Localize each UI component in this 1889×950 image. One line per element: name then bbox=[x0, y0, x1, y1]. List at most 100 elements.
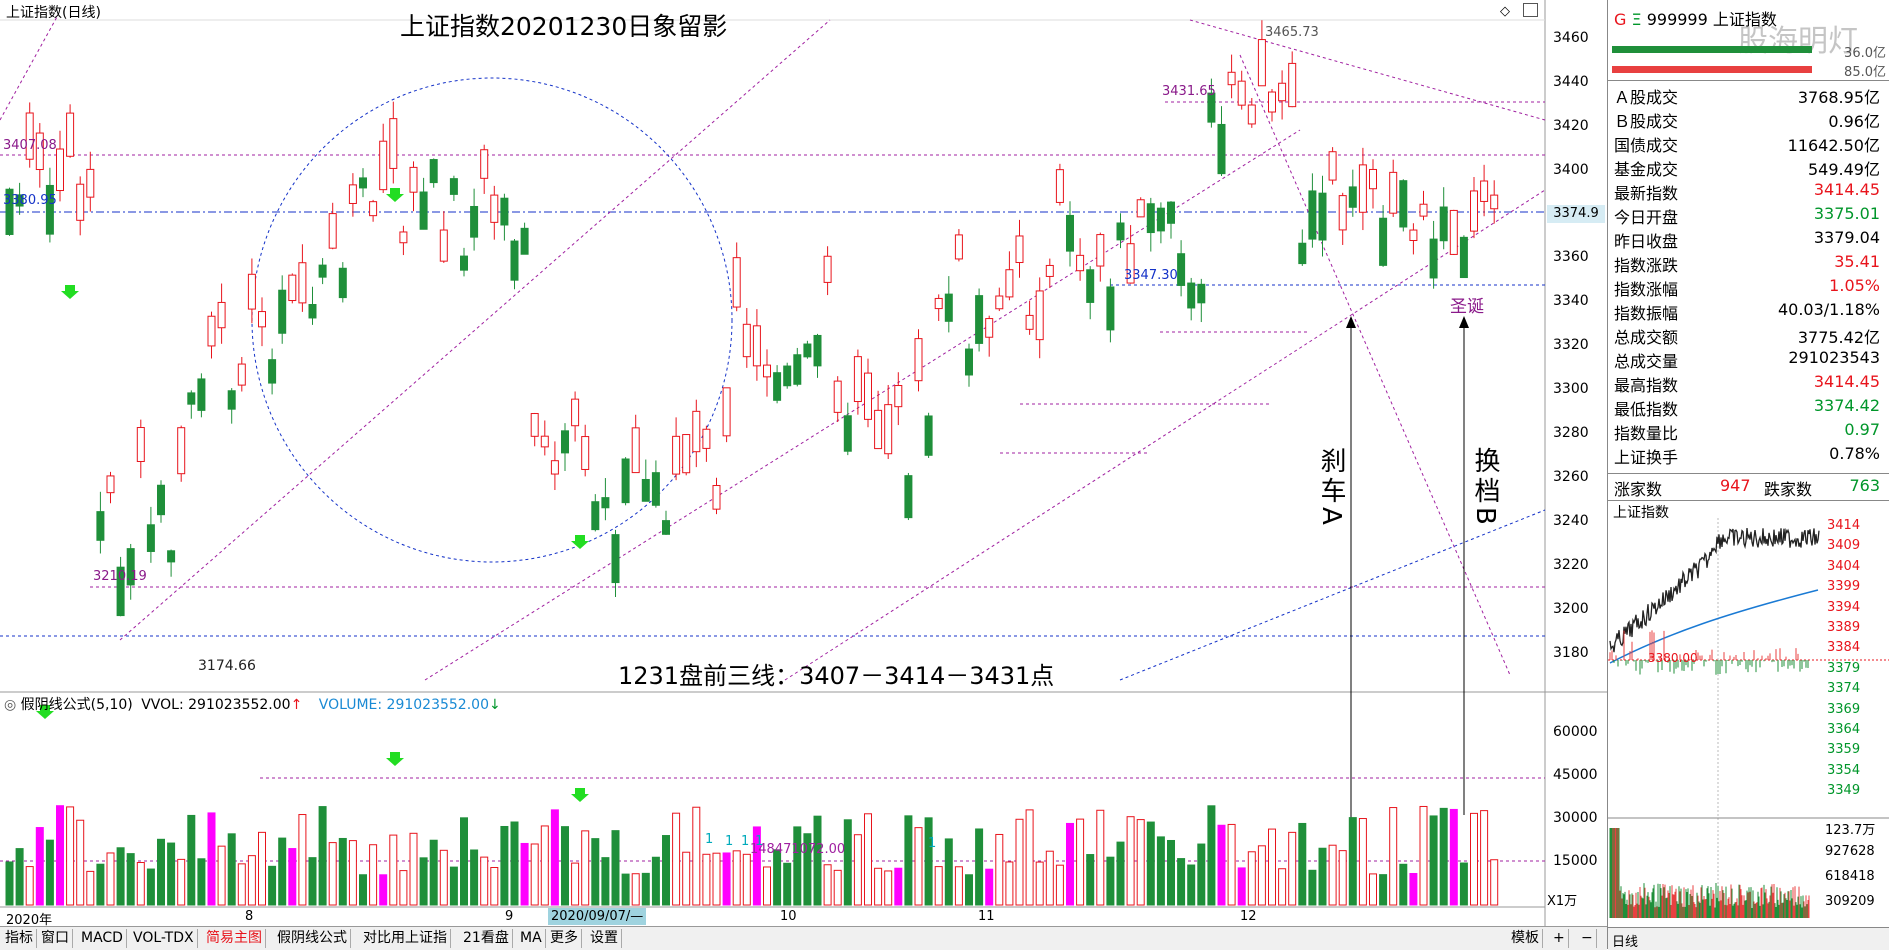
mini-vol-tick: 618418 bbox=[1825, 869, 1875, 884]
window-icon[interactable] bbox=[1523, 3, 1538, 17]
candle-body bbox=[419, 191, 428, 230]
volume-bar bbox=[288, 848, 297, 906]
candle-body bbox=[328, 213, 337, 249]
quote-row-label: 总成交量 bbox=[1614, 352, 1679, 371]
mini-price-tick: 3374 bbox=[1827, 681, 1861, 697]
tab-ma[interactable]: MA bbox=[517, 929, 546, 948]
bottom-note: 1231盘前三线：3407－3414－3431点 bbox=[618, 662, 1055, 690]
intraday-chart[interactable] bbox=[1608, 518, 1889, 938]
tab-window[interactable]: 窗口 bbox=[38, 929, 73, 948]
volume-bar bbox=[1459, 862, 1468, 906]
volume-bar bbox=[944, 838, 953, 906]
candle-body bbox=[389, 118, 398, 169]
candle-body bbox=[1005, 269, 1014, 298]
volume-bar bbox=[490, 867, 499, 906]
mini-price-tick: 3389 bbox=[1827, 620, 1861, 635]
volume-bar bbox=[874, 867, 883, 906]
candle-body bbox=[702, 428, 711, 449]
candle-body bbox=[1237, 80, 1246, 106]
mini-price-tick: 3399 bbox=[1827, 579, 1861, 595]
tab-vol-tdx[interactable]: VOL-TDX bbox=[130, 929, 198, 948]
volume-bar bbox=[853, 834, 862, 906]
candle-body bbox=[1298, 242, 1307, 265]
volume-bar bbox=[1055, 864, 1064, 906]
candle-body bbox=[5, 188, 14, 235]
volume-bar bbox=[167, 842, 176, 906]
candle-body bbox=[954, 234, 963, 260]
volume-bar bbox=[1156, 836, 1165, 906]
tab-simple-main[interactable]: 简易主图 bbox=[203, 929, 266, 948]
mini-price-tick: 3384 bbox=[1827, 640, 1861, 656]
tab-compare-sh[interactable]: 对比用上证指 bbox=[360, 929, 451, 948]
candle-body bbox=[1227, 71, 1236, 86]
mini-vol-tick: 123.7万 bbox=[1825, 823, 1876, 838]
volume-bar bbox=[308, 857, 317, 906]
volume-bar bbox=[914, 827, 923, 906]
volume-bar bbox=[177, 858, 186, 906]
tab-macd[interactable]: MACD bbox=[78, 929, 127, 948]
candle-body bbox=[1045, 264, 1054, 277]
candle-body bbox=[177, 427, 186, 475]
candle-body bbox=[439, 229, 448, 262]
quote-row-label: 指数涨跌 bbox=[1614, 256, 1679, 275]
mini-ref-label: 3380.00 bbox=[1648, 651, 1698, 665]
quote-row-label: 国债成交 bbox=[1614, 136, 1679, 155]
volume-bar bbox=[399, 870, 408, 906]
volume-bar bbox=[207, 812, 216, 906]
tab-more[interactable]: 更多 bbox=[547, 929, 582, 948]
template-button[interactable]: 模板 bbox=[1508, 929, 1543, 948]
diamond-icon[interactable]: ◇ bbox=[1500, 4, 1510, 19]
period-label[interactable]: 日线 bbox=[1612, 935, 1639, 950]
quote-row-label: 总成交额 bbox=[1614, 328, 1679, 347]
zoom-in-icon[interactable]: + bbox=[1550, 929, 1569, 948]
quote-row-value: 3414.45 bbox=[1813, 372, 1880, 391]
volume-bar bbox=[1136, 819, 1145, 906]
christmas-label: 圣诞 bbox=[1450, 297, 1484, 317]
trend-line bbox=[1239, 54, 1511, 676]
volume-bar bbox=[1257, 845, 1266, 906]
settings-gear-icon[interactable]: ◎ bbox=[4, 697, 17, 713]
watermark: 股海明灯 bbox=[1738, 24, 1858, 59]
quote-row-label: Ａ股成交 bbox=[1614, 88, 1679, 107]
candle-body bbox=[298, 262, 307, 304]
candle-body bbox=[1338, 195, 1347, 231]
quote-header: G Ξ 999999 上证指数 bbox=[1614, 6, 1777, 30]
vol-tick-60000: 60000 bbox=[1553, 724, 1598, 740]
vol-tick-45000: 45000 bbox=[1553, 767, 1598, 783]
candle-body bbox=[1136, 199, 1145, 218]
tab-settings[interactable]: 设置 bbox=[587, 929, 622, 948]
candle-body bbox=[1409, 229, 1418, 242]
candle-body bbox=[35, 132, 44, 171]
tab-indicator[interactable]: 指标 bbox=[2, 929, 37, 948]
volume-bar bbox=[631, 873, 640, 906]
arrow-head-a bbox=[1346, 316, 1356, 328]
tab-21-watch[interactable]: 21看盘 bbox=[460, 929, 513, 948]
volume-bar bbox=[25, 866, 34, 906]
quote-row: 总成交量 291023543 bbox=[1614, 346, 1886, 371]
volume-bar bbox=[1227, 823, 1236, 906]
decline-value: 763 bbox=[1849, 476, 1880, 495]
down-arrow-icon bbox=[61, 285, 79, 299]
small-value-2: 85.0亿 bbox=[1844, 65, 1886, 80]
quote-row-value: 0.78% bbox=[1829, 444, 1880, 463]
volume-bar bbox=[1167, 839, 1175, 906]
candle-body bbox=[308, 304, 317, 319]
level-3210-label: 3210.19 bbox=[93, 569, 147, 584]
quote-row-value: 3374.42 bbox=[1813, 396, 1880, 415]
quote-row: 指数涨跌 35.41 bbox=[1614, 250, 1886, 275]
candle-body bbox=[66, 112, 75, 157]
kline-chart[interactable] bbox=[0, 0, 1607, 926]
zoom-out-icon[interactable]: − bbox=[1578, 929, 1597, 948]
volume-bar bbox=[954, 866, 963, 906]
small-value-1: 36.0亿 bbox=[1844, 46, 1886, 61]
tab-fake-yin[interactable]: 假阴线公式 bbox=[274, 929, 351, 948]
volume-bar bbox=[429, 839, 438, 906]
marker-one-d: 1 bbox=[755, 834, 764, 849]
advance-decline-row: 涨家数 947 跌家数 763 bbox=[1614, 474, 1886, 499]
candle-body bbox=[187, 392, 196, 405]
volume-bar bbox=[1146, 821, 1155, 906]
candle-body bbox=[914, 338, 923, 382]
volume-bar bbox=[651, 856, 660, 906]
candle-body bbox=[763, 364, 771, 378]
volume-bar bbox=[1318, 847, 1327, 906]
